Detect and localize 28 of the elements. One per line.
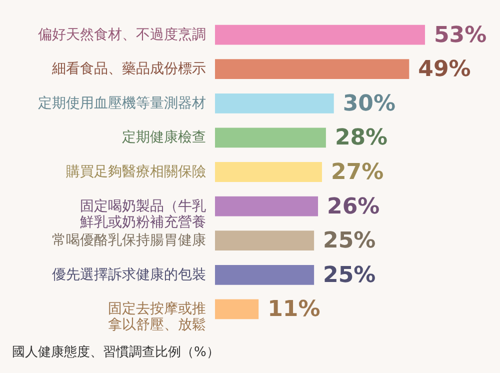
- data-label: 30%: [342, 91, 396, 116]
- text: 國人健康態度、習慣調查比例（%）: [12, 344, 220, 360]
- y-tick-label: 固定去按摩或推拿以舒壓、放鬆: [108, 301, 206, 334]
- bar: [215, 230, 314, 251]
- bar: [215, 128, 326, 148]
- y-tick-label: 定期使用血壓機等量測器材: [38, 95, 206, 112]
- data-label: 27%: [330, 160, 384, 185]
- data-label: 11%: [268, 297, 320, 322]
- y-tick-label: 偏好天然食材、不過度烹調: [38, 26, 206, 43]
- data-label: 26%: [327, 194, 380, 220]
- bar: [215, 24, 425, 45]
- bar: [215, 299, 259, 320]
- bar: [215, 93, 334, 114]
- bar: [215, 196, 318, 216]
- data-label: 25%: [323, 262, 376, 288]
- data-label: 25%: [323, 228, 376, 254]
- y-tick-label: 常喝優酪乳保持腸胃健康: [52, 232, 206, 249]
- data-label: 49%: [418, 57, 471, 82]
- y-tick-label: 購買足夠醫療相關保險: [66, 164, 206, 180]
- y-tick-label: 細看食品、藥品成份標示: [51, 61, 206, 78]
- bar: [215, 264, 314, 285]
- y-tick-label: 固定喝奶製品（牛乳鮮乳或奶粉補充營養: [80, 198, 206, 230]
- data-label: 28%: [334, 126, 388, 151]
- bar: [215, 59, 410, 80]
- bar: [215, 162, 322, 182]
- y-tick-label: 定期健康檢查: [122, 130, 206, 146]
- y-tick-label: 優先選擇訴求健康的包裝: [52, 266, 206, 283]
- data-label: 53%: [434, 22, 487, 48]
